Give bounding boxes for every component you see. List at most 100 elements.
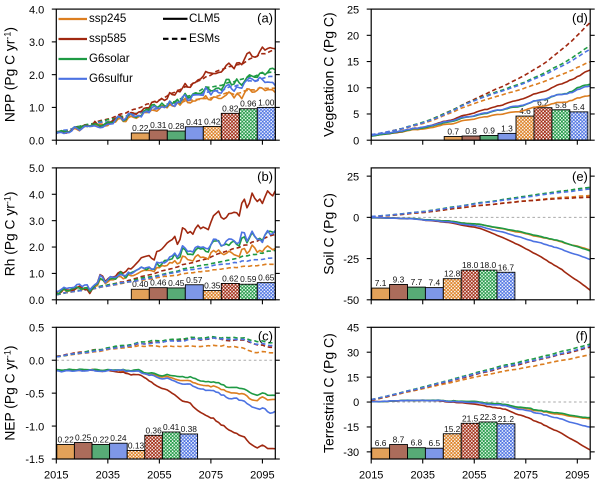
svg-text:0.41: 0.41 [186, 117, 203, 127]
svg-text:0.45: 0.45 [168, 278, 185, 288]
svg-text:0.13: 0.13 [128, 440, 145, 450]
svg-text:0.41: 0.41 [163, 422, 180, 432]
svg-text:0.59: 0.59 [240, 274, 257, 284]
svg-text:2075: 2075 [199, 470, 223, 482]
svg-text:-25: -25 [343, 254, 359, 266]
svg-text:5.8: 5.8 [555, 100, 567, 110]
svg-text:18.0: 18.0 [462, 260, 479, 270]
svg-text:2075: 2075 [514, 470, 538, 482]
svg-text:0.7: 0.7 [447, 127, 459, 137]
svg-text:2095: 2095 [250, 470, 274, 482]
svg-text:1.3: 1.3 [501, 123, 513, 133]
svg-text:6.8: 6.8 [411, 438, 423, 448]
svg-text:Soil C (Pg C): Soil C (Pg C) [321, 193, 337, 275]
svg-text:5: 5 [353, 109, 359, 121]
svg-text:0.46: 0.46 [150, 278, 167, 288]
svg-text:0.42: 0.42 [204, 116, 221, 126]
svg-text:-0.5: -0.5 [25, 388, 44, 400]
svg-text:9.3: 9.3 [393, 275, 405, 285]
svg-text:0.24: 0.24 [110, 433, 127, 443]
svg-text:1.00: 1.00 [258, 97, 275, 107]
svg-text:7.7: 7.7 [411, 277, 423, 287]
svg-text:4.0: 4.0 [29, 4, 44, 16]
svg-text:4.6: 4.6 [519, 106, 531, 116]
svg-text:CLM5: CLM5 [189, 12, 220, 25]
svg-text:0.62: 0.62 [222, 273, 239, 283]
svg-text:6.2: 6.2 [537, 98, 549, 108]
svg-text:G6sulfur: G6sulfur [89, 72, 133, 85]
svg-text:0.96: 0.96 [240, 99, 257, 109]
svg-text:3.0: 3.0 [29, 37, 44, 49]
svg-text:2055: 2055 [147, 470, 171, 482]
svg-text:(d): (d) [572, 10, 588, 25]
svg-text:21.5: 21.5 [462, 413, 479, 423]
svg-text:1.0: 1.0 [29, 269, 44, 281]
svg-text:-15: -15 [343, 422, 359, 434]
svg-text:1.0: 1.0 [29, 103, 44, 115]
svg-text:ssp585: ssp585 [89, 32, 126, 45]
svg-text:0.0: 0.0 [29, 355, 44, 367]
svg-text:(b): (b) [257, 169, 273, 184]
svg-text:15: 15 [347, 57, 359, 69]
svg-text:G6solar: G6solar [89, 52, 130, 65]
svg-text:2015: 2015 [359, 470, 383, 482]
svg-text:0: 0 [353, 213, 359, 225]
svg-text:16.7: 16.7 [498, 262, 515, 272]
svg-text:NEP (Pg C yr-1): NEP (Pg C yr-1) [3, 346, 18, 441]
svg-text:0.0: 0.0 [29, 295, 44, 307]
svg-text:0.22: 0.22 [132, 123, 149, 133]
svg-text:2015: 2015 [44, 470, 68, 482]
svg-text:7.1: 7.1 [375, 278, 387, 288]
svg-text:5.0: 5.0 [29, 163, 44, 175]
svg-text:18.0: 18.0 [480, 260, 497, 270]
svg-text:0.8: 0.8 [465, 126, 477, 136]
svg-text:5.4: 5.4 [573, 102, 585, 112]
svg-text:0.9: 0.9 [483, 126, 495, 136]
svg-text:0.38: 0.38 [181, 424, 198, 434]
svg-text:10: 10 [347, 83, 359, 95]
svg-text:3.0: 3.0 [29, 216, 44, 228]
svg-text:Terrestrial C (Pg C): Terrestrial C (Pg C) [321, 333, 337, 453]
svg-text:45: 45 [347, 323, 359, 335]
svg-text:2035: 2035 [410, 470, 434, 482]
svg-text:0.22: 0.22 [93, 435, 110, 445]
svg-text:0: 0 [353, 397, 359, 409]
svg-text:(a): (a) [257, 10, 273, 25]
svg-text:15.2: 15.2 [444, 424, 461, 434]
svg-text:2055: 2055 [462, 470, 486, 482]
svg-text:0.57: 0.57 [186, 275, 203, 285]
svg-text:0.65: 0.65 [258, 273, 275, 283]
svg-text:0.36: 0.36 [145, 425, 162, 435]
svg-text:2.0: 2.0 [29, 242, 44, 254]
svg-text:-50: -50 [343, 295, 359, 307]
svg-text:15: 15 [347, 372, 359, 384]
svg-text:-1.5: -1.5 [25, 454, 44, 466]
svg-text:12.8: 12.8 [444, 269, 461, 279]
svg-text:NPP (Pg C yr-1): NPP (Pg C yr-1) [3, 27, 18, 122]
svg-text:(c): (c) [258, 329, 273, 344]
svg-text:25: 25 [347, 4, 359, 16]
svg-text:2095: 2095 [565, 470, 589, 482]
svg-text:ssp245: ssp245 [89, 12, 126, 25]
svg-text:(f): (f) [576, 329, 588, 344]
svg-text:0.82: 0.82 [222, 103, 239, 113]
svg-text:-30: -30 [343, 447, 359, 459]
svg-text:0.35: 0.35 [204, 281, 221, 291]
svg-text:20: 20 [347, 31, 359, 43]
svg-text:2.0: 2.0 [29, 70, 44, 82]
svg-text:7.4: 7.4 [428, 278, 440, 288]
svg-text:0.5: 0.5 [29, 323, 44, 335]
svg-text:25: 25 [347, 171, 359, 183]
svg-text:22.3: 22.3 [480, 412, 497, 422]
svg-text:0: 0 [353, 135, 359, 147]
svg-text:Vegetation C (Pg C): Vegetation C (Pg C) [321, 12, 337, 137]
svg-text:0.22: 0.22 [57, 435, 74, 445]
svg-text:0.25: 0.25 [75, 433, 92, 443]
svg-text:30: 30 [347, 347, 359, 359]
svg-text:6.6: 6.6 [375, 438, 387, 448]
svg-text:0.0: 0.0 [29, 135, 44, 147]
svg-text:2035: 2035 [96, 470, 120, 482]
svg-text:21.2: 21.2 [498, 414, 515, 424]
svg-text:-1.0: -1.0 [25, 421, 44, 433]
svg-text:0.28: 0.28 [168, 121, 185, 131]
